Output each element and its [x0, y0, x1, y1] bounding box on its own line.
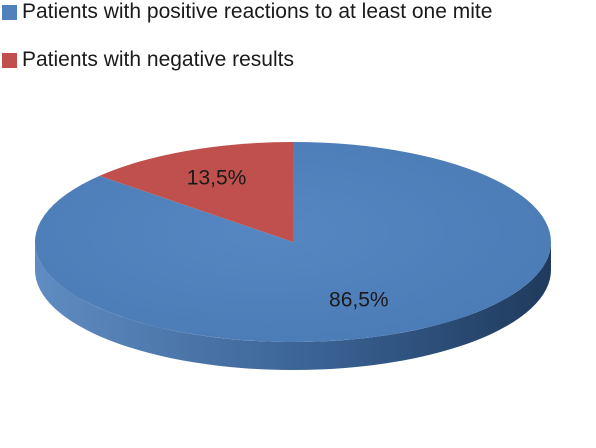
legend-label-negative: Patients with negative results [22, 48, 294, 71]
pie-slice-positive [35, 142, 552, 342]
pie-slice-negative [99, 142, 293, 242]
legend-swatch-negative [2, 52, 17, 68]
data-label-negative: 13,5% [187, 166, 247, 189]
data-label-positive: 86,5% [329, 289, 389, 312]
legend-item-negative: Patients with negative results [2, 48, 294, 72]
legend-item-positive: Patients with positive reactions to at l… [2, 0, 492, 24]
legend-label-positive: Patients with positive reactions to at l… [22, 0, 493, 23]
legend-swatch-positive [2, 4, 17, 20]
pie-side-positive [35, 242, 551, 370]
